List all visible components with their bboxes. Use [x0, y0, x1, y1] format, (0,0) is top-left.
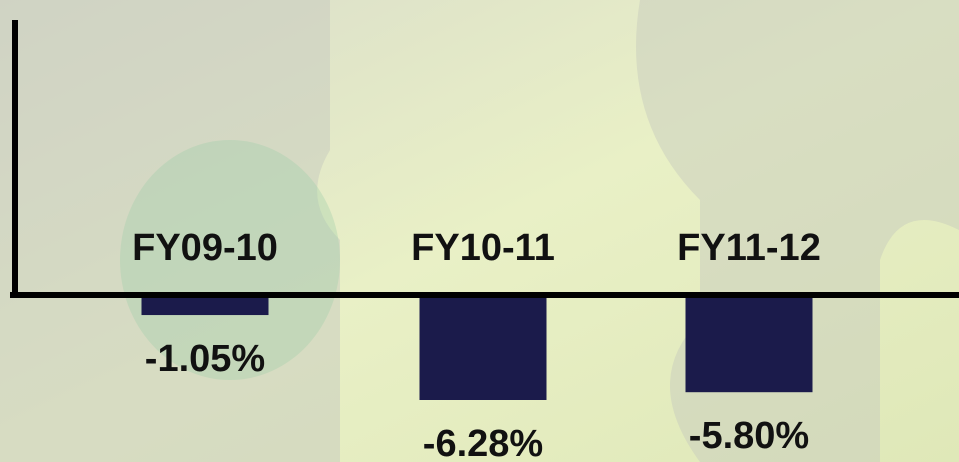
category-label: FY10-11	[411, 227, 555, 269]
page: FY09-10-1.05%FY10-11-6.28%FY11-12-5.80% …	[0, 0, 959, 462]
category-label: FY09-10	[132, 227, 278, 269]
value-label: -1.05%	[145, 338, 265, 380]
chart: FY09-10 -1.05% FY10-11 -6.28% FY11-12 -5.80%	[0, 0, 959, 462]
value-label: -6.28%	[423, 423, 543, 462]
bar	[420, 298, 547, 400]
category-label: FY11-12	[677, 227, 821, 269]
bar	[142, 298, 269, 315]
bar	[686, 298, 813, 392]
value-label: -5.80%	[689, 415, 809, 457]
